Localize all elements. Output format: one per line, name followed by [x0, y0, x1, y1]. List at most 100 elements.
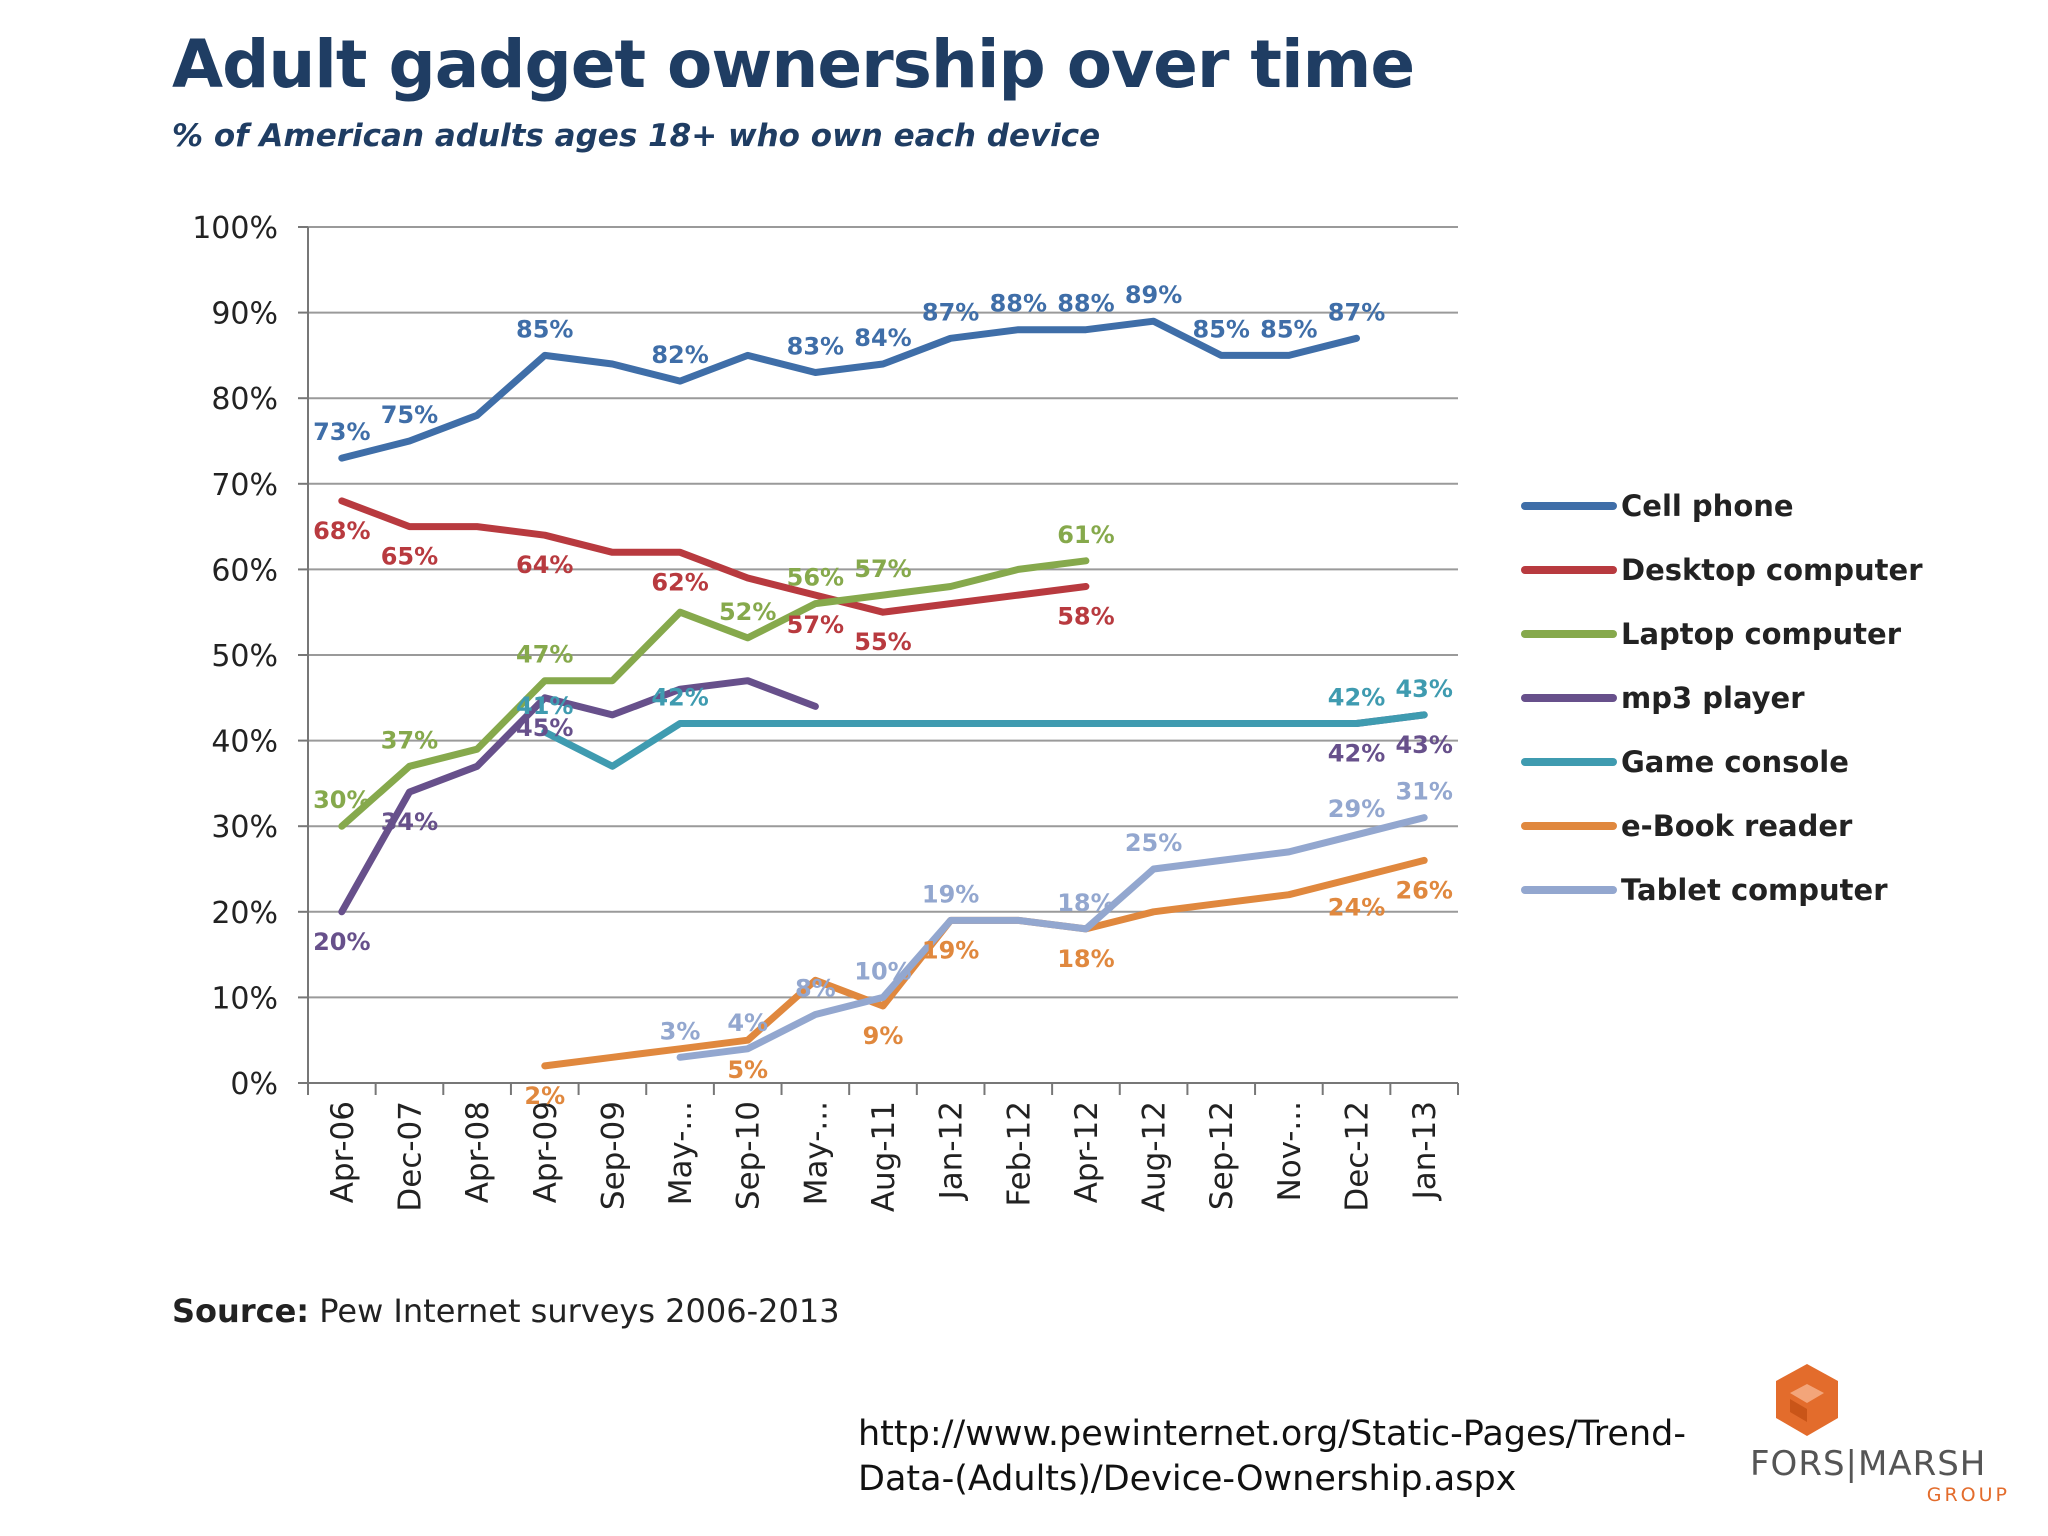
data-label: 62%	[651, 568, 708, 596]
url-line-1: http://www.pewinternet.org/Static-Pages/…	[858, 1414, 1686, 1454]
data-label: 75%	[381, 401, 438, 429]
data-label: 64%	[516, 551, 573, 579]
data-label: 43%	[1395, 675, 1452, 703]
y-tick-label: 60%	[211, 553, 278, 588]
y-tick-label: 30%	[211, 810, 278, 845]
x-tick-label: Dec-07	[392, 1101, 428, 1212]
x-tick-label: Jan-13	[1407, 1101, 1443, 1201]
data-label: 9%	[863, 1022, 904, 1050]
data-label: 57%	[854, 555, 911, 583]
page-subtitle: % of American adults ages 18+ who own ea…	[172, 118, 1101, 154]
x-tick-label: Sep-12	[1204, 1101, 1240, 1210]
data-label: 3%	[660, 1017, 701, 1045]
data-label: 85%	[1260, 315, 1317, 343]
series-line	[338, 317, 1360, 462]
x-tick-label: Apr-09	[528, 1101, 564, 1203]
series-line	[338, 557, 1090, 830]
x-tick-label: Feb-12	[1001, 1101, 1037, 1207]
data-label: 45%	[516, 714, 573, 742]
cube-logo-icon	[1776, 1364, 1838, 1436]
series-line	[541, 711, 1428, 770]
data-label: 24%	[1328, 894, 1385, 922]
data-label: 18%	[1057, 945, 1114, 973]
data-label: 56%	[787, 564, 844, 592]
legend-label: Tablet computer	[1621, 873, 1888, 907]
data-label: 42%	[651, 683, 708, 711]
x-tick-label: Dec-12	[1340, 1101, 1376, 1212]
data-label: 4%	[727, 1009, 768, 1037]
url-line-2: Data-(Adults)/Device-Ownership.aspx	[858, 1459, 1517, 1499]
data-label: 85%	[1193, 315, 1250, 343]
data-label: 65%	[381, 543, 438, 571]
data-label: 34%	[381, 808, 438, 836]
y-tick-label: 80%	[211, 382, 278, 417]
data-label: 61%	[1057, 521, 1114, 549]
x-tick-label: Nov-...	[1272, 1101, 1308, 1201]
data-label: 42%	[1328, 739, 1385, 767]
source-label: Source:	[172, 1292, 310, 1330]
legend-label: e-Book reader	[1621, 809, 1853, 843]
source-note: Source: Pew Internet surveys 2006-2013	[172, 1292, 840, 1330]
data-label: 10%	[854, 957, 911, 985]
data-label: 73%	[313, 418, 370, 446]
y-tick-label: 0%	[230, 1067, 278, 1102]
reference-url[interactable]: http://www.pewinternet.org/Static-Pages/…	[858, 1412, 1686, 1502]
company-logo: FORS|MARSH GROUP	[1750, 1362, 2020, 1512]
logo-name: FORS|MARSH	[1750, 1444, 1987, 1484]
data-label: 87%	[1328, 298, 1385, 326]
data-label: 52%	[719, 598, 776, 626]
data-label: 31%	[1395, 778, 1452, 806]
legend-label: mp3 player	[1621, 681, 1805, 715]
data-label: 29%	[1328, 795, 1385, 823]
y-tick-label: 20%	[211, 896, 278, 931]
x-tick-label: Apr-08	[460, 1101, 496, 1203]
x-tick-label: Apr-12	[1069, 1101, 1105, 1203]
page-title: Adult gadget ownership over time	[172, 26, 1415, 103]
y-tick-label: 10%	[211, 981, 278, 1016]
data-label: 19%	[922, 880, 979, 908]
data-label: 18%	[1057, 889, 1114, 917]
line-chart: 0% 10% 20% 30% 40% 50% 60% 70% 80% 90% 100% Apr-06 D…	[192, 211, 1923, 1212]
data-label: 42%	[1328, 683, 1385, 711]
series-line	[338, 497, 1090, 616]
data-label: 2%	[524, 1082, 565, 1110]
data-label: 82%	[651, 341, 708, 369]
x-tick-label: Aug-11	[866, 1101, 902, 1212]
legend-label: Laptop computer	[1621, 617, 1902, 651]
data-label: 47%	[516, 641, 573, 669]
x-tick-label: Jan-12	[934, 1101, 970, 1201]
legend-label: Desktop computer	[1621, 553, 1923, 587]
legend-label: Game console	[1621, 745, 1849, 779]
x-tick-label: Aug-12	[1137, 1101, 1173, 1212]
y-tick-label: 70%	[211, 468, 278, 503]
data-label: 5%	[727, 1056, 768, 1084]
data-label: 37%	[381, 726, 438, 754]
legend-label: Cell phone	[1621, 489, 1794, 523]
x-tick-label: May-...	[798, 1101, 834, 1205]
data-label: 57%	[787, 611, 844, 639]
data-label: 88%	[1057, 290, 1114, 318]
y-tick-label: 40%	[211, 725, 278, 760]
data-label: 26%	[1395, 876, 1452, 904]
data-label: 88%	[990, 290, 1047, 318]
data-label: 68%	[313, 517, 370, 545]
data-label: 55%	[854, 628, 911, 656]
x-tick-label: Apr-06	[325, 1101, 361, 1203]
data-label: 30%	[313, 786, 370, 814]
data-label: 83%	[787, 333, 844, 361]
source-text: Pew Internet surveys 2006-2013	[309, 1292, 840, 1330]
x-tick-label: Sep-10	[731, 1101, 767, 1210]
data-label: 43%	[1395, 731, 1452, 759]
data-label: 84%	[854, 324, 911, 352]
data-label: 87%	[922, 298, 979, 326]
data-label: 20%	[313, 928, 370, 956]
data-label: 25%	[1125, 829, 1182, 857]
series-line	[676, 814, 1428, 1061]
data-label: 41%	[516, 692, 573, 720]
data-label: 8%	[795, 975, 836, 1003]
x-tick-label: May-...	[663, 1101, 699, 1205]
series-line	[338, 677, 1428, 916]
data-label: 85%	[516, 315, 573, 343]
data-label: 58%	[1057, 603, 1114, 631]
y-tick-label: 100%	[192, 211, 278, 246]
